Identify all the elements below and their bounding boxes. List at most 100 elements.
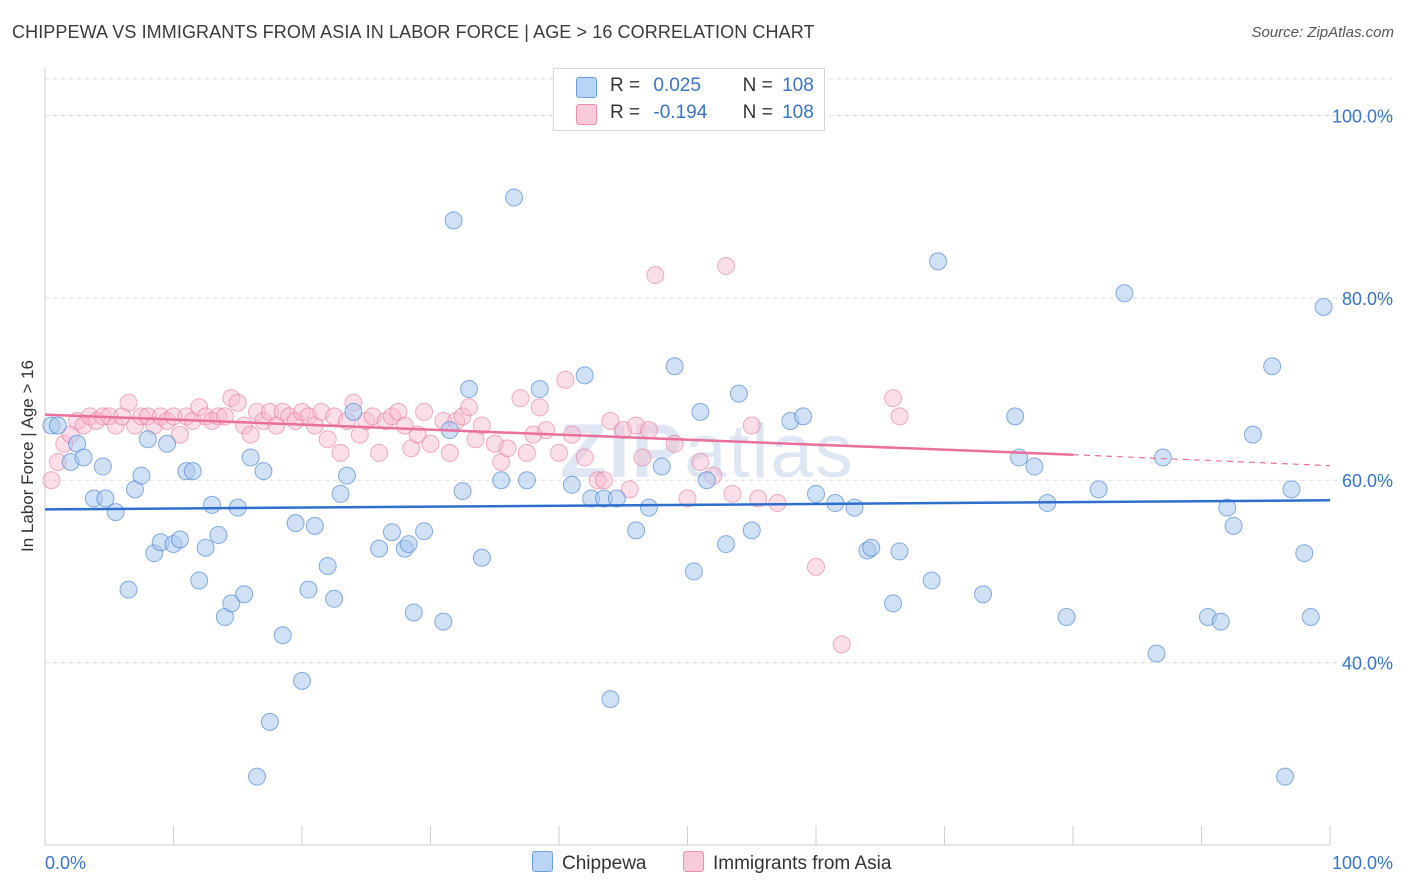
asia-point [601,411,620,430]
chippewa-point [293,671,311,690]
chippewa-point [639,498,658,517]
asia-point [575,448,594,467]
chippewa-point [444,211,463,230]
chippewa-point [717,535,736,554]
chippewa-point [325,589,344,608]
y-tick-label: 60.0% [1342,471,1393,491]
chippewa-point [273,626,292,645]
r-label: R = [610,102,641,123]
asia-point [742,416,761,435]
asia-point [530,398,549,417]
asia-point [890,407,909,426]
chippewa-point [1295,544,1314,563]
x-tick-label-max: 100.0% [1332,853,1393,873]
asia-point [241,425,260,444]
chippewa-point [1147,644,1166,663]
asia-point [511,389,530,408]
chippewa-point [190,571,209,590]
chippewa-point [382,523,401,542]
chippewa-point [93,457,112,476]
chippewa-point [922,571,941,590]
r-value-chippewa: 0.025 [653,75,701,96]
asia-point [884,389,903,408]
chippewa-point [807,484,825,503]
asia-trend-line [44,413,1074,456]
legend-label-asia: Immigrants from Asia [713,853,892,874]
asia-point [382,407,401,426]
chippewa-point [106,503,125,522]
chippewa-point [241,448,260,467]
chippewa-point [48,416,67,435]
chippewa-point [1057,608,1076,627]
r-value-asia: -0.194 [653,102,708,123]
asia-point [550,443,568,462]
n-value-asia: 108 [782,102,814,123]
asia-swatch [576,104,597,125]
chippewa-point [742,521,761,540]
chippewa-point [1153,448,1172,467]
asia-point [498,439,517,458]
asia-point [807,557,825,576]
chippewa-point [1276,767,1295,786]
chippewa-point [203,495,222,514]
asia-point [357,411,376,430]
asia-point [633,448,652,467]
chippewa-point [1218,498,1237,517]
asia-point [273,402,292,421]
chippewa-point [170,530,189,549]
chippewa-point [1263,357,1282,376]
asia-point [646,266,665,285]
asia-point [331,443,350,462]
chippewa-point [691,402,710,421]
chippewa-point [344,402,363,421]
asia-point [594,471,613,490]
asia-point [42,471,61,490]
chippewa-point [601,690,620,709]
chippewa-point [305,516,324,535]
asia-point [415,402,434,421]
chippewa-point [119,580,138,599]
asia-point [158,411,177,430]
asia-point [421,434,440,453]
asia-point [832,635,851,654]
chippewa-point [453,482,472,501]
chippewa-point [505,188,524,207]
chippewa-trend-line [44,499,1331,511]
chippewa-point [472,548,491,567]
chippewa-point [1006,407,1025,426]
asia-point [749,489,768,508]
chippewa-swatch [576,77,597,98]
n-value-chippewa: 108 [782,75,814,96]
r-label: R = [610,75,641,96]
chippewa-point [530,380,549,399]
chippewa-point [370,539,389,558]
chippewa-point [138,430,157,449]
chippewa-point [404,603,423,622]
chippewa-point [1089,480,1108,499]
asia-point [376,411,395,430]
asia-point [190,398,209,417]
asia-point [620,480,639,499]
chippewa-point [158,434,177,453]
asia-point [460,398,479,417]
chippewa-point [222,594,241,613]
asia-point [228,393,247,412]
asia-point [453,407,472,426]
asia-point [318,430,337,449]
asia-point [717,256,736,275]
asia-point [440,443,459,462]
chippewa-point [399,535,418,554]
n-label: N = [742,75,773,96]
chippewa-point [1115,284,1134,303]
asia-point [517,443,536,462]
legend-label-chippewa: Chippewa [562,853,647,874]
chippewa-point [415,522,434,541]
chippewa-point [575,366,594,385]
legend-item-chippewa: Chippewa [532,851,647,875]
asia-point [678,489,697,508]
chippewa-point [318,556,337,575]
asia-point [691,453,710,471]
chippewa-point [132,466,151,485]
asia-point [293,402,311,421]
